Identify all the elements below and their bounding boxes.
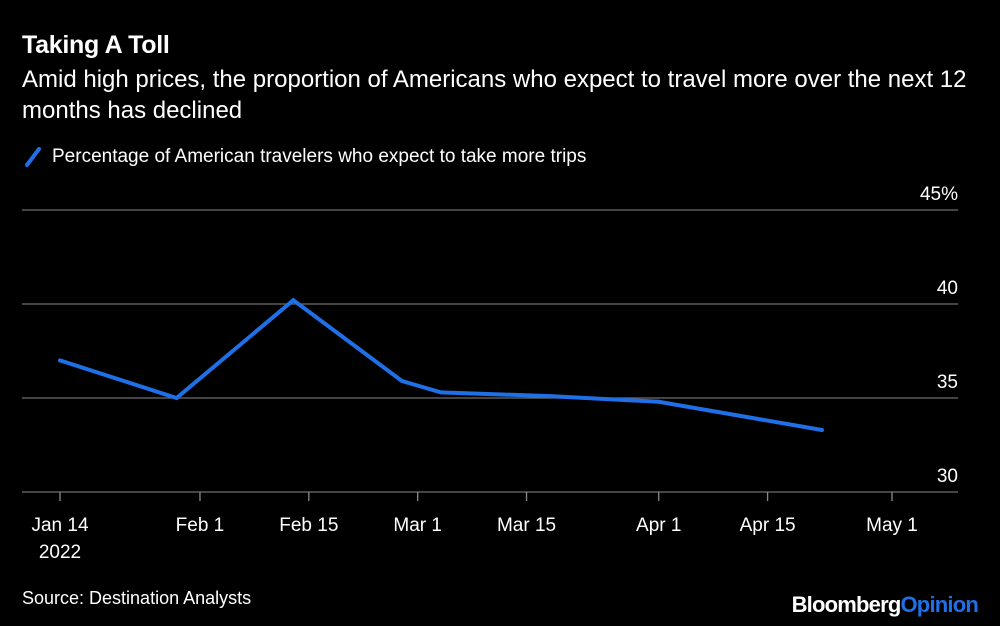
x-tick-label: Mar 15: [497, 515, 556, 536]
y-tick-label: 40: [937, 278, 958, 299]
x-tick-label-year: 2022: [39, 542, 81, 563]
source-note: Source: Destination Analysts: [22, 588, 252, 608]
brand-logo: BloombergOpinion: [791, 592, 979, 618]
data-point: [820, 427, 825, 432]
chart-subtitle: Amid high prices, the proportion of Amer…: [22, 66, 967, 124]
data-point: [547, 394, 552, 399]
x-tick-label: Feb 1: [176, 515, 225, 536]
x-tick-label: Apr 15: [740, 515, 796, 536]
data-point: [291, 298, 296, 303]
brand-part1: Bloomberg: [791, 592, 902, 617]
x-tick-label: May 1: [866, 515, 918, 536]
legend-label: Percentage of American travelers who exp…: [52, 146, 587, 167]
legend: Percentage of American travelers who exp…: [22, 146, 586, 168]
legend-swatch: [25, 147, 41, 167]
chart-title: Taking A Toll: [22, 31, 170, 59]
data-point: [174, 396, 179, 400]
brand-part2: Opinion: [900, 592, 979, 617]
x-tick-label: Apr 1: [636, 515, 681, 536]
y-tick-label: 30: [937, 466, 958, 487]
data-point: [439, 390, 444, 395]
data-point: [400, 379, 405, 384]
data-point: [656, 399, 661, 404]
series-line: [59, 297, 823, 432]
y-tick-label: 45%: [920, 184, 958, 205]
x-tick-label: Mar 1: [393, 515, 442, 536]
x-tick-label: Jan 14: [31, 515, 88, 536]
y-tick-label: 35: [937, 372, 958, 393]
data-point: [58, 358, 62, 363]
x-tick-label: Feb 15: [279, 515, 338, 536]
